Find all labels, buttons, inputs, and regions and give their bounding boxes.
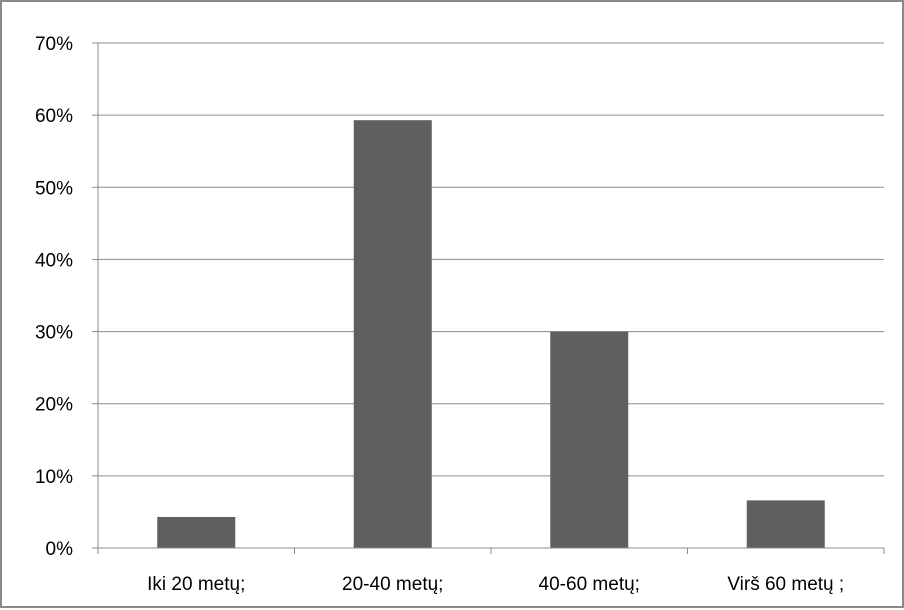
bar-4 [746,500,825,548]
y-tick-label: 20% [35,395,73,416]
axes [92,42,885,554]
x-category-label: 20-40 metų; [342,574,443,595]
x-category-label: Virš 60 metų ; [727,574,844,595]
y-tick-label: 70% [35,34,73,55]
x-category-label: 40-60 metų; [539,574,640,595]
bar-3 [550,331,629,548]
y-tick-label: 60% [35,106,73,127]
y-tick-label: 40% [35,250,73,271]
y-tick-label: 50% [35,178,73,199]
y-tick-label: 30% [35,323,73,344]
bar-2 [353,120,432,548]
x-tick-labels: Iki 20 metų; 20-40 metų; 40-60 metų; Virš 6… [147,574,844,595]
gridlines [98,42,884,477]
y-tick-labels: 0% 10% 20% 30% 40% 50% 60% 70% [35,34,73,560]
x-category-label: Iki 20 metų; [147,574,245,595]
bars [157,120,825,548]
y-tick-label: 10% [35,467,73,488]
y-tick-label: 0% [46,539,74,560]
bar-1 [157,516,236,548]
